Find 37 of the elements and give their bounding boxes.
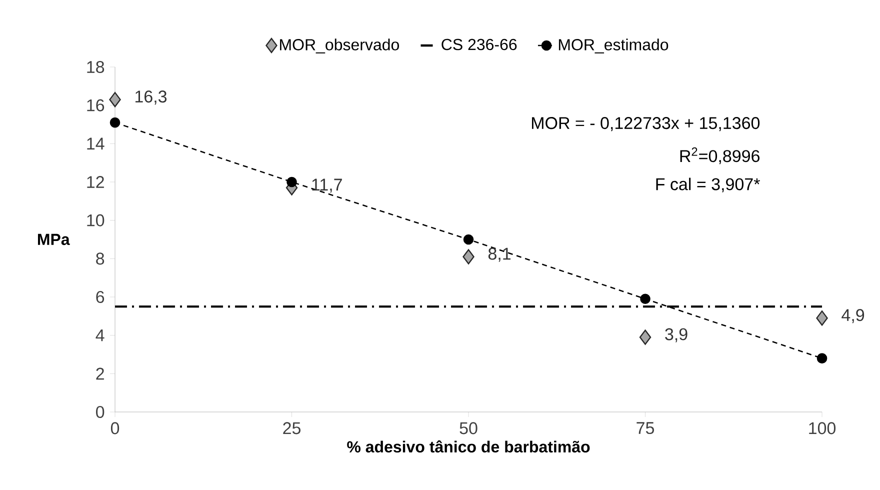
point (463, 234, 474, 245)
y-tick-label: 12 (87, 176, 104, 188)
annotation: F cal = 3,907* (656, 178, 760, 192)
legend-label: MOR_observado (280, 38, 399, 54)
legend-label: CS 236-66 (442, 38, 517, 50)
point (110, 117, 120, 128)
point (816, 353, 828, 364)
data-label: 8,1 (488, 248, 511, 262)
x-tick-label: 25 (283, 422, 300, 434)
y-tick-label: 16 (87, 99, 104, 112)
x-tick-label: 0 (110, 422, 120, 434)
legend-label: MOR_estimado (558, 38, 668, 54)
data-label: 4,9 (842, 309, 864, 324)
point (109, 92, 121, 108)
point (640, 294, 650, 304)
x-axis-title: % adesivo tânico de barbatimão (347, 440, 590, 453)
data-label: 3,9 (665, 328, 688, 342)
y-tick-label: 10 (87, 214, 104, 226)
y-tick-label: 18 (87, 60, 104, 74)
point (462, 249, 474, 264)
data-label: 16,3 (136, 90, 167, 105)
y-tick-label: 2 (96, 368, 104, 380)
data-label: 11,7 (312, 178, 342, 193)
point (816, 310, 828, 326)
y-tick-label: 14 (87, 138, 104, 150)
annotation: MOR = - 0,122733x + 15,1360 (532, 117, 760, 132)
y-tick-label: 6 (96, 290, 104, 304)
y-tick-label: 4 (96, 329, 104, 342)
y-tick-label: 8 (96, 252, 104, 265)
annotation: R$^{2}$=0,8996 (680, 147, 760, 164)
point (639, 330, 652, 345)
x-tick-label: 100 (809, 422, 836, 434)
point (286, 176, 297, 188)
y-axis-title: MPa (38, 234, 70, 246)
y-tick-label: 0 (96, 406, 104, 418)
x-tick-label: 75 (636, 422, 654, 434)
x-tick-label: 50 (460, 422, 478, 434)
